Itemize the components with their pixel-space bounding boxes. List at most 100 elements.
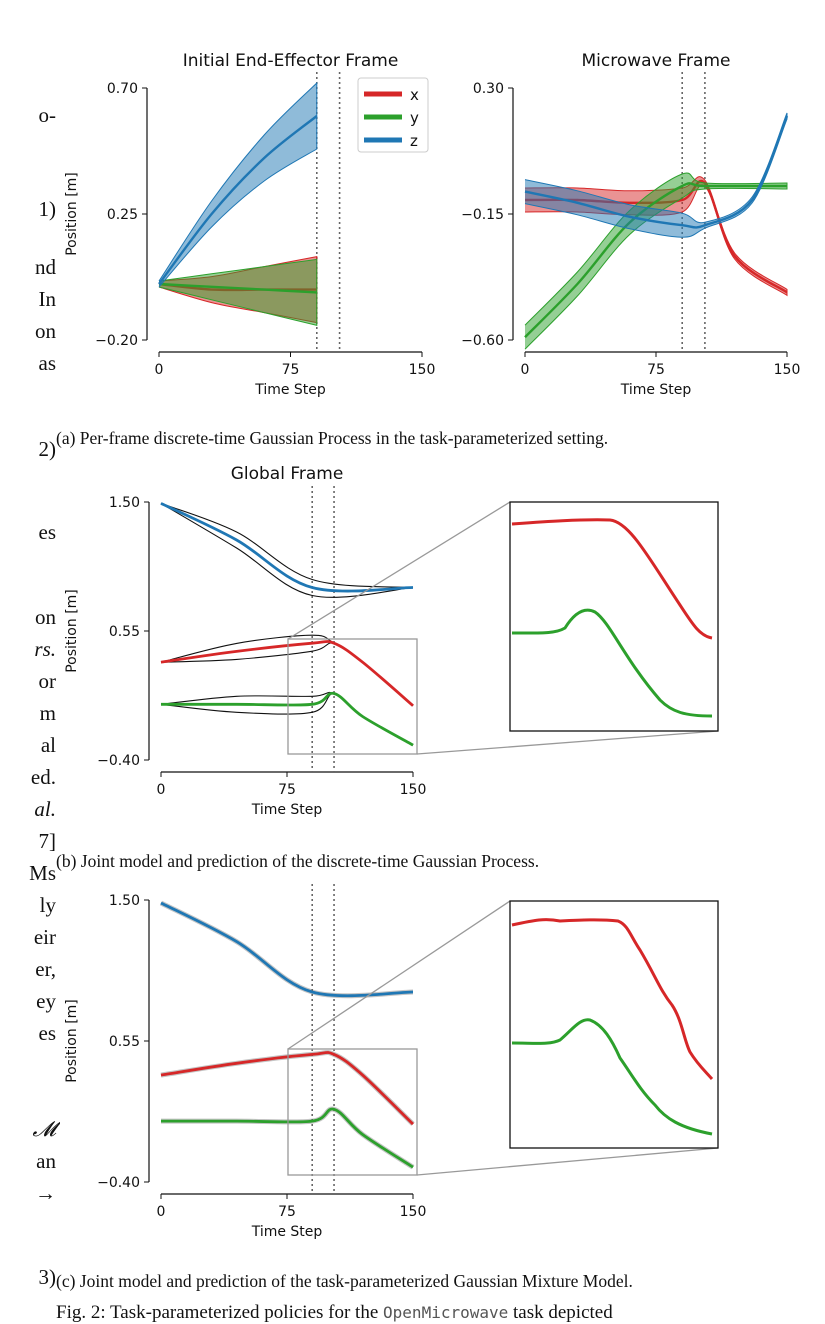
x-axis-label: Time Step — [251, 1224, 323, 1240]
x-tick-label: 0 — [157, 1204, 166, 1220]
x-tick-label: 150 — [400, 1204, 427, 1220]
chart-c: −0.40 0.55 1.50 0 75 150 Time Step Position [m] — [64, 884, 426, 1240]
caption-a: (a) Per-frame discrete-time Gaussian Pro… — [56, 428, 609, 448]
y-tick-label: −0.40 — [97, 1175, 140, 1191]
left-column-fragment: m — [39, 701, 56, 725]
left-column-fragment: on — [35, 319, 56, 343]
series-bound-z — [160, 502, 414, 589]
series-envelope-z — [159, 900, 414, 999]
y-tick-label: −0.20 — [95, 333, 138, 349]
left-column-fragment: es — [38, 520, 57, 544]
series-line-z — [160, 502, 414, 593]
left-column-fragment: 𝓜 — [32, 1117, 56, 1141]
left-column-fragment: In — [38, 287, 57, 311]
inset-c-x-line — [511, 918, 714, 1080]
inset-c-y-line — [511, 1018, 713, 1136]
y-tick-label: 0.70 — [107, 81, 138, 97]
legend: x y z — [357, 77, 429, 153]
series-bound-z — [160, 502, 414, 598]
left-column-fragment: or — [38, 669, 57, 693]
left-column-fragment: ey — [36, 989, 56, 1013]
y-axis-label: Position [m] — [64, 589, 80, 673]
left-column-fragment: rs. — [34, 637, 56, 661]
x-axis-label: Time Step — [620, 382, 692, 398]
series-bound-y — [160, 692, 414, 746]
y-tick-label: −0.40 — [97, 753, 140, 769]
series-band-z — [524, 112, 788, 238]
left-column-fragment: an — [36, 1149, 56, 1173]
y-tick-label: −0.15 — [461, 207, 504, 223]
series-bound-y — [160, 691, 414, 746]
x-tick-label: 75 — [278, 782, 296, 798]
chart-b: −0.40 0.55 1.50 0 75 150 Time Step Position [m]… — [64, 464, 426, 818]
left-column-fragment: as — [38, 351, 57, 375]
x-tick-label: 150 — [774, 362, 801, 378]
left-column-fragment: 3) — [38, 1265, 57, 1289]
left-column-fragment: on — [35, 605, 56, 629]
chart-title: Initial End-Effector Frame — [183, 51, 399, 71]
zoom-inset-b — [287, 501, 719, 755]
series-line-y — [161, 1107, 414, 1169]
series-line-x — [160, 640, 414, 707]
y-tick-label: 0.25 — [107, 207, 138, 223]
y-tick-label: 1.50 — [109, 495, 140, 511]
figure-caption: Fig. 2: Task-parameterized policies for … — [56, 1302, 613, 1324]
series-line-y — [158, 282, 317, 294]
left-column-text: o- 1) nd In on as 2) es on rs. or m al ed. al. 7] Ms ly ei… — [0, 0, 60, 1324]
x-tick-label: 75 — [647, 362, 665, 378]
y-tick-label: 0.55 — [109, 1034, 140, 1050]
x-tick-label: 150 — [400, 782, 427, 798]
chart-a-left: −0.20 0.25 0.70 0 75 150 Time Step Position [m]… — [64, 51, 435, 398]
series-envelope-y — [161, 1106, 415, 1170]
left-column-fragment: Ms — [29, 861, 56, 885]
legend-label-x: x — [410, 86, 419, 104]
caption-b: (b) Joint model and prediction of the di… — [56, 851, 540, 871]
series-line-z — [524, 115, 789, 229]
x-axis-label: Time Step — [254, 382, 326, 398]
x-tick-label: 0 — [521, 362, 530, 378]
left-column-fragment: → — [35, 1181, 56, 1205]
series-line-y — [161, 691, 414, 747]
left-column-fragment: 1) — [38, 197, 57, 221]
series-line-z — [158, 115, 318, 285]
series-line-x — [160, 1051, 414, 1126]
chart-title: Global Frame — [231, 464, 344, 484]
left-column-fragment: ly — [39, 893, 56, 917]
x-axis-label: Time Step — [251, 802, 323, 818]
left-column-fragment: 7] — [38, 829, 57, 853]
x-tick-label: 0 — [155, 362, 164, 378]
y-axis-label: Position [m] — [64, 172, 80, 256]
zoom-inset-c — [287, 900, 719, 1176]
left-column-fragment: al — [40, 733, 56, 757]
left-column-fragment: ed. — [30, 765, 56, 789]
left-column-fragment: o- — [38, 103, 57, 127]
x-tick-label: 150 — [409, 362, 436, 378]
left-column-fragment: al. — [34, 797, 56, 821]
caption-c: (c) Joint model and prediction of the ta… — [56, 1271, 633, 1291]
x-tick-label: 0 — [157, 782, 166, 798]
chart-a-right: −0.60 −0.15 0.30 0 75 150 Time Step Microwave F… — [461, 51, 800, 398]
figure-caption-code: OpenMicrowave — [383, 1303, 509, 1322]
y-tick-label: 0.30 — [473, 81, 504, 97]
left-column-fragment: 2) — [38, 437, 57, 461]
figure-caption-prefix: Fig. 2: Task-parameterized policies for … — [56, 1302, 379, 1323]
left-column-fragment: er, — [35, 957, 56, 981]
x-tick-label: 75 — [278, 1204, 296, 1220]
left-column-fragment: es — [38, 1021, 57, 1045]
series-line-y — [524, 182, 787, 339]
y-tick-label: 1.50 — [109, 893, 140, 909]
left-column-fragment: eir — [33, 925, 56, 949]
legend-label-z: z — [410, 132, 418, 150]
y-tick-label: 0.55 — [109, 624, 140, 640]
y-axis-label: Position [m] — [64, 999, 80, 1083]
y-tick-label: −0.60 — [461, 333, 504, 349]
left-column-fragment: nd — [35, 255, 56, 279]
series-line-z — [160, 901, 414, 998]
x-tick-label: 75 — [282, 362, 300, 378]
inset-b-x-line — [511, 518, 713, 640]
inset-b-y-line — [511, 608, 713, 718]
series-band-y — [158, 258, 318, 327]
legend-label-y: y — [410, 109, 419, 127]
chart-title: Microwave Frame — [582, 51, 731, 71]
